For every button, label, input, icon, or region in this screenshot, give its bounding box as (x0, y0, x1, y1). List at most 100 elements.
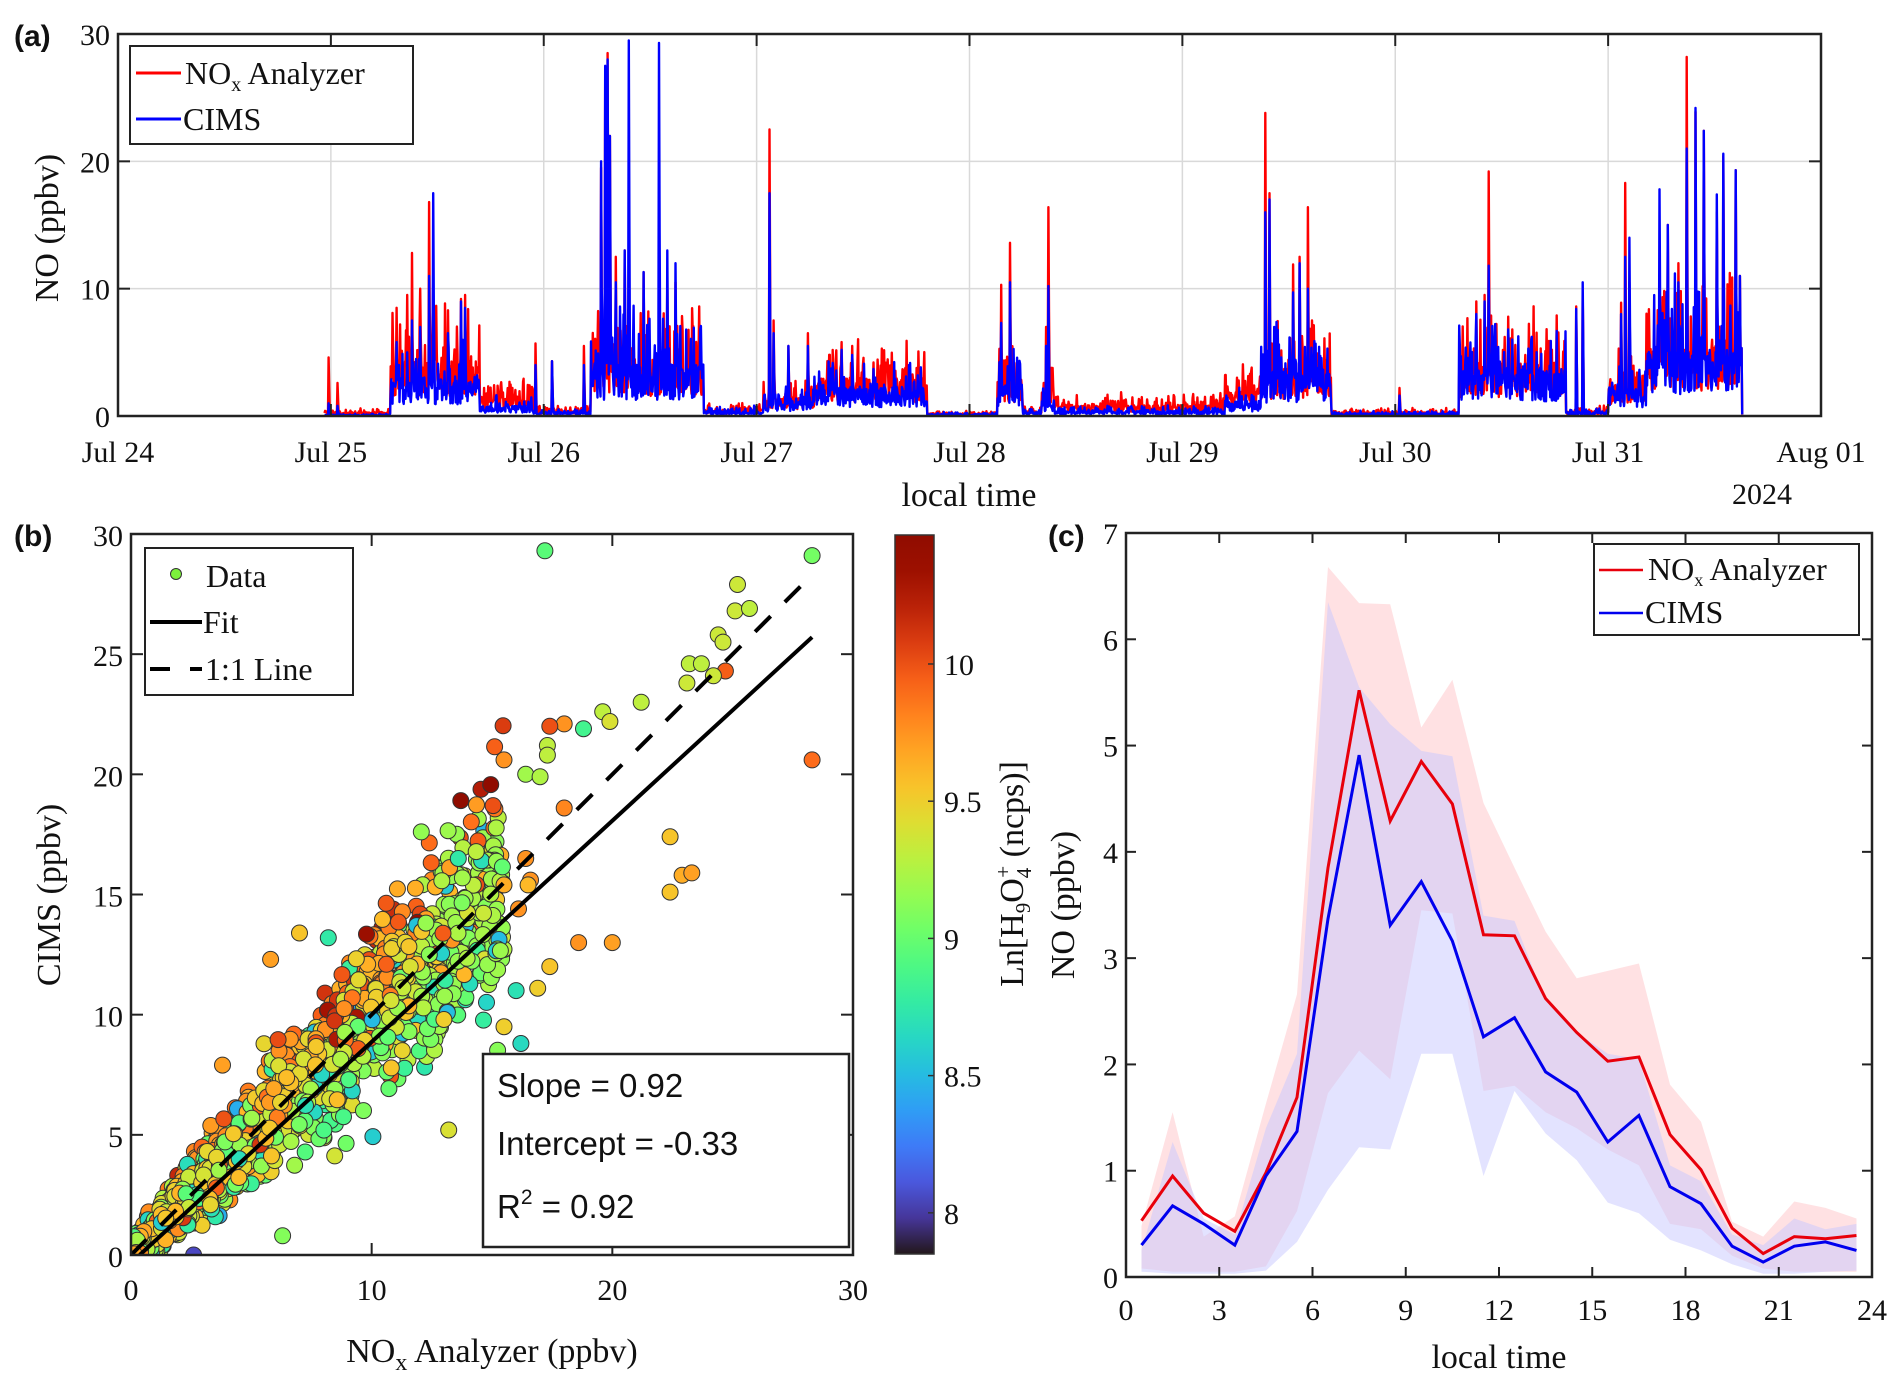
scatter-point (475, 1011, 492, 1029)
x-tick-label: 9 (1398, 1294, 1413, 1327)
series-cims-line (323, 39, 1744, 417)
y-tick-label: 4 (1103, 837, 1118, 870)
legend-label-one-to-one: 1:1 Line (205, 651, 313, 687)
scatter-point (601, 713, 619, 730)
scatter-point (435, 1011, 453, 1028)
y-tick-label: 0 (1103, 1262, 1118, 1295)
stats-intercept: Intercept = -0.33 (497, 1125, 738, 1162)
y-tick-label: 25 (93, 640, 123, 673)
x-tick-label: 3 (1212, 1294, 1227, 1327)
scatter-point (333, 966, 351, 984)
panel-a-axis-ticks: Jul 24 Jul 25 Jul 26 Jul 27 Jul 28 Jul 29 Jul … (80, 19, 1866, 469)
scatter-point (380, 1080, 398, 1098)
x-tick-label: Jul 24 (82, 436, 155, 469)
scatter-point (286, 1156, 304, 1174)
panel-c-x-axis-label: local time (1431, 1339, 1566, 1376)
scatter-point (417, 914, 435, 932)
scatter-point (555, 715, 573, 733)
scatter-point (274, 1227, 292, 1245)
y-tick-label: 7 (1103, 518, 1118, 551)
scatter-point (335, 1000, 353, 1018)
x-tick-label: 30 (838, 1274, 868, 1307)
scatter-point (512, 1035, 530, 1052)
scatter-point (803, 751, 821, 769)
scatter-point (315, 1121, 333, 1139)
scatter-point (683, 864, 701, 882)
x-tick-label: Jul 25 (295, 436, 368, 469)
stats-slope: Slope = 0.92 (497, 1067, 683, 1104)
scatter-point (355, 1102, 372, 1120)
panel-a-time-series: (a) Jul 24 Jul 25 Jul 26 Jul 27 Jul 28 Jul 29… (14, 19, 1866, 514)
legend-label-nox: NOx Analyzer (185, 55, 365, 96)
y-tick-label: 20 (93, 760, 123, 793)
scatter-point (726, 602, 744, 620)
scatter-point (482, 776, 500, 794)
scatter-point (517, 765, 535, 783)
scatter-point (741, 600, 758, 617)
scatter-point (486, 738, 504, 756)
scatter-point (555, 799, 573, 817)
scatter-point (319, 929, 337, 947)
scatter-point (291, 924, 308, 942)
scatter-point (272, 1093, 289, 1111)
scatter-point (393, 1042, 411, 1060)
cims-mean-line (1140, 754, 1857, 1264)
scatter-point (335, 1108, 352, 1126)
scatter-point (484, 797, 502, 815)
scatter-point (632, 693, 650, 711)
one-to-one-line (131, 580, 807, 1255)
scatter-point (374, 910, 391, 928)
scatter-point (529, 979, 547, 997)
scatter-point (263, 1147, 280, 1165)
scatter-point (507, 982, 525, 1000)
scatter-point (406, 879, 424, 897)
scatter-point (412, 823, 430, 841)
scatter-point (661, 883, 679, 901)
y-tick-label: 5 (108, 1121, 123, 1154)
x-tick-label: Aug 01 (1776, 436, 1865, 469)
panel-a-label: (a) (14, 20, 51, 53)
scatter-point (491, 942, 509, 960)
scatter-point (541, 958, 559, 976)
panel-a-x-axis-label: local time (901, 477, 1036, 514)
scatter-point (661, 828, 679, 846)
cims-trace (323, 39, 1744, 417)
panel-a-grid (118, 34, 1821, 416)
panel-c-bands (1141, 567, 1857, 1274)
scatter-point (224, 1125, 242, 1143)
scatter-point (364, 1128, 382, 1146)
y-tick-label: 0 (95, 401, 110, 434)
y-tick-label: 20 (80, 146, 110, 179)
scatter-point (265, 1080, 283, 1098)
colorbar-tick-label: 9.5 (944, 786, 982, 819)
colorbar-tick-label: 8.5 (944, 1061, 982, 1094)
scatter-point (202, 1196, 219, 1214)
x-tick-label: 0 (124, 1274, 139, 1307)
scatter-point (270, 1057, 288, 1075)
panel-c-legend: NOx Analyzer CIMS (1593, 543, 1860, 636)
colorbar-tick-label: 10 (944, 649, 974, 682)
x-tick-label: 6 (1305, 1294, 1320, 1327)
colorbar-label: Ln[H9O4+ (ncps)] (991, 761, 1036, 987)
scatter-point (210, 1161, 228, 1179)
scatter-point (536, 542, 554, 560)
panel-b-label: (b) (14, 520, 52, 553)
scatter-point (350, 971, 367, 989)
scatter-point (401, 958, 419, 976)
scatter-point (326, 1012, 344, 1030)
nox-analyzer-mean-line (1140, 689, 1857, 1256)
scatter-point (494, 717, 512, 735)
panel-a-year-label: 2024 (1732, 478, 1792, 511)
legend-label-fit: Fit (203, 604, 239, 640)
scatter-point (462, 813, 480, 831)
scatter-point (262, 950, 280, 968)
legend-label-cims: CIMS (183, 101, 261, 137)
x-tick-label: 21 (1764, 1294, 1794, 1327)
scatter-point (475, 904, 492, 922)
scatter-point (439, 822, 457, 840)
x-tick-label: 24 (1857, 1294, 1887, 1327)
scatter-point (487, 819, 505, 837)
scatter-point (337, 1134, 355, 1152)
x-tick-label: 12 (1484, 1294, 1514, 1327)
